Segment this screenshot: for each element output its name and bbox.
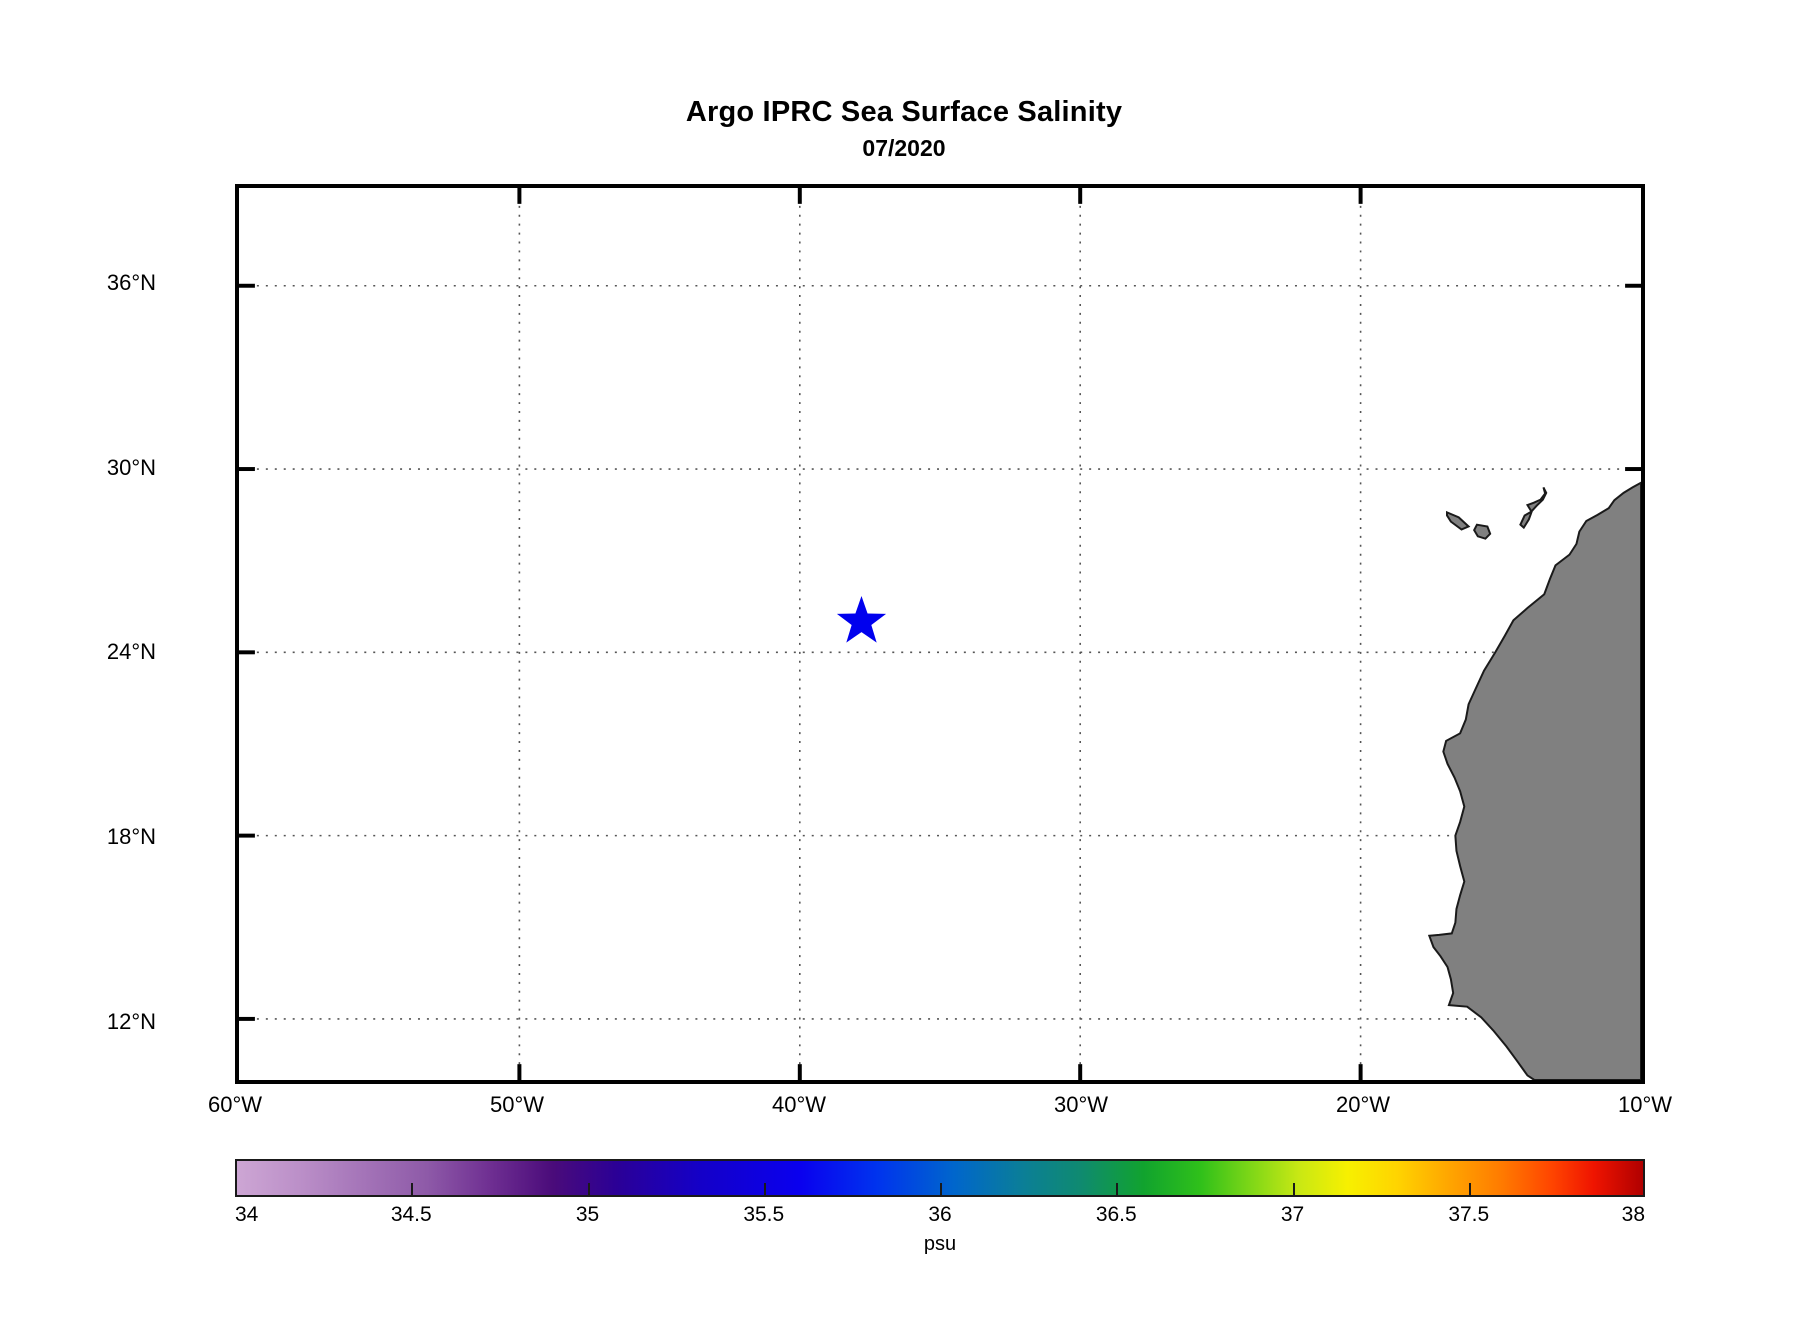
colorbar-ticks [235,1159,1645,1197]
land-canary-lanzarote-fuerteventura [1519,486,1548,530]
colorbar-unit-label: psu [923,1233,957,1255]
colorbar-label-37: 37 [1280,1203,1305,1226]
ytick-label-18N: 18°N [106,824,156,850]
ytick-label-24N: 24°N [106,639,156,665]
colorbar-tick-36p5 [1116,1183,1119,1197]
gridlines-group [239,188,1641,1080]
title-block: Argo IPRC Sea Surface Salinity 07/2020 [0,95,1808,163]
land-group [1427,481,1641,1080]
colorbar-tick-35 [587,1183,590,1197]
xtick-label-60W: 60°W [207,1092,263,1117]
colorbar-label-37p5: 37.5 [1448,1203,1490,1226]
map-canvas [239,188,1641,1080]
land-canary-gran-canaria [1473,523,1492,540]
page-title: Argo IPRC Sea Surface Salinity [685,96,1123,128]
colorbar-label-34p5: 34.5 [390,1203,432,1226]
colorbar-tick-37p5 [1468,1183,1471,1197]
marker-group [836,596,887,643]
colorbar-label-36p5: 36.5 [1095,1203,1137,1226]
xtick-label-50W: 50°W [489,1092,545,1117]
map-plot-area[interactable] [235,184,1645,1084]
ytick-label-36N: 36°N [106,269,156,295]
colorbar-label-38: 38 [1621,1203,1645,1226]
ytick-label-30N: 30°N [106,454,156,480]
colorbar-label-35: 35 [575,1203,600,1226]
plot-subtitle: 07/2020 [862,135,946,161]
colorbar-tick-37 [1292,1183,1295,1197]
colorbar[interactable]: 34 34.5 35 35.5 36 36.5 37 37.5 38 psu [235,1159,1645,1255]
land-canary-tenerife [1446,510,1471,531]
xtick-label-10W: 10°W [1617,1092,1673,1117]
colorbar-label-35p5: 35.5 [743,1203,785,1226]
colorbar-tick-34p5 [411,1183,414,1197]
ytick-label-12N: 12°N [106,1009,156,1035]
xtick-label-40W: 40°W [771,1092,827,1117]
colorbar-tick-35p5 [763,1183,766,1197]
colorbar-tick-36 [940,1183,942,1197]
xtick-label-20W: 20°W [1335,1092,1391,1117]
float-location-star-icon[interactable] [836,596,887,643]
xtick-label-30W: 30°W [1053,1092,1109,1117]
colorbar-label-34: 34 [235,1203,259,1226]
land-west-africa-mainland [1427,481,1641,1080]
colorbar-label-36: 36 [928,1203,952,1226]
